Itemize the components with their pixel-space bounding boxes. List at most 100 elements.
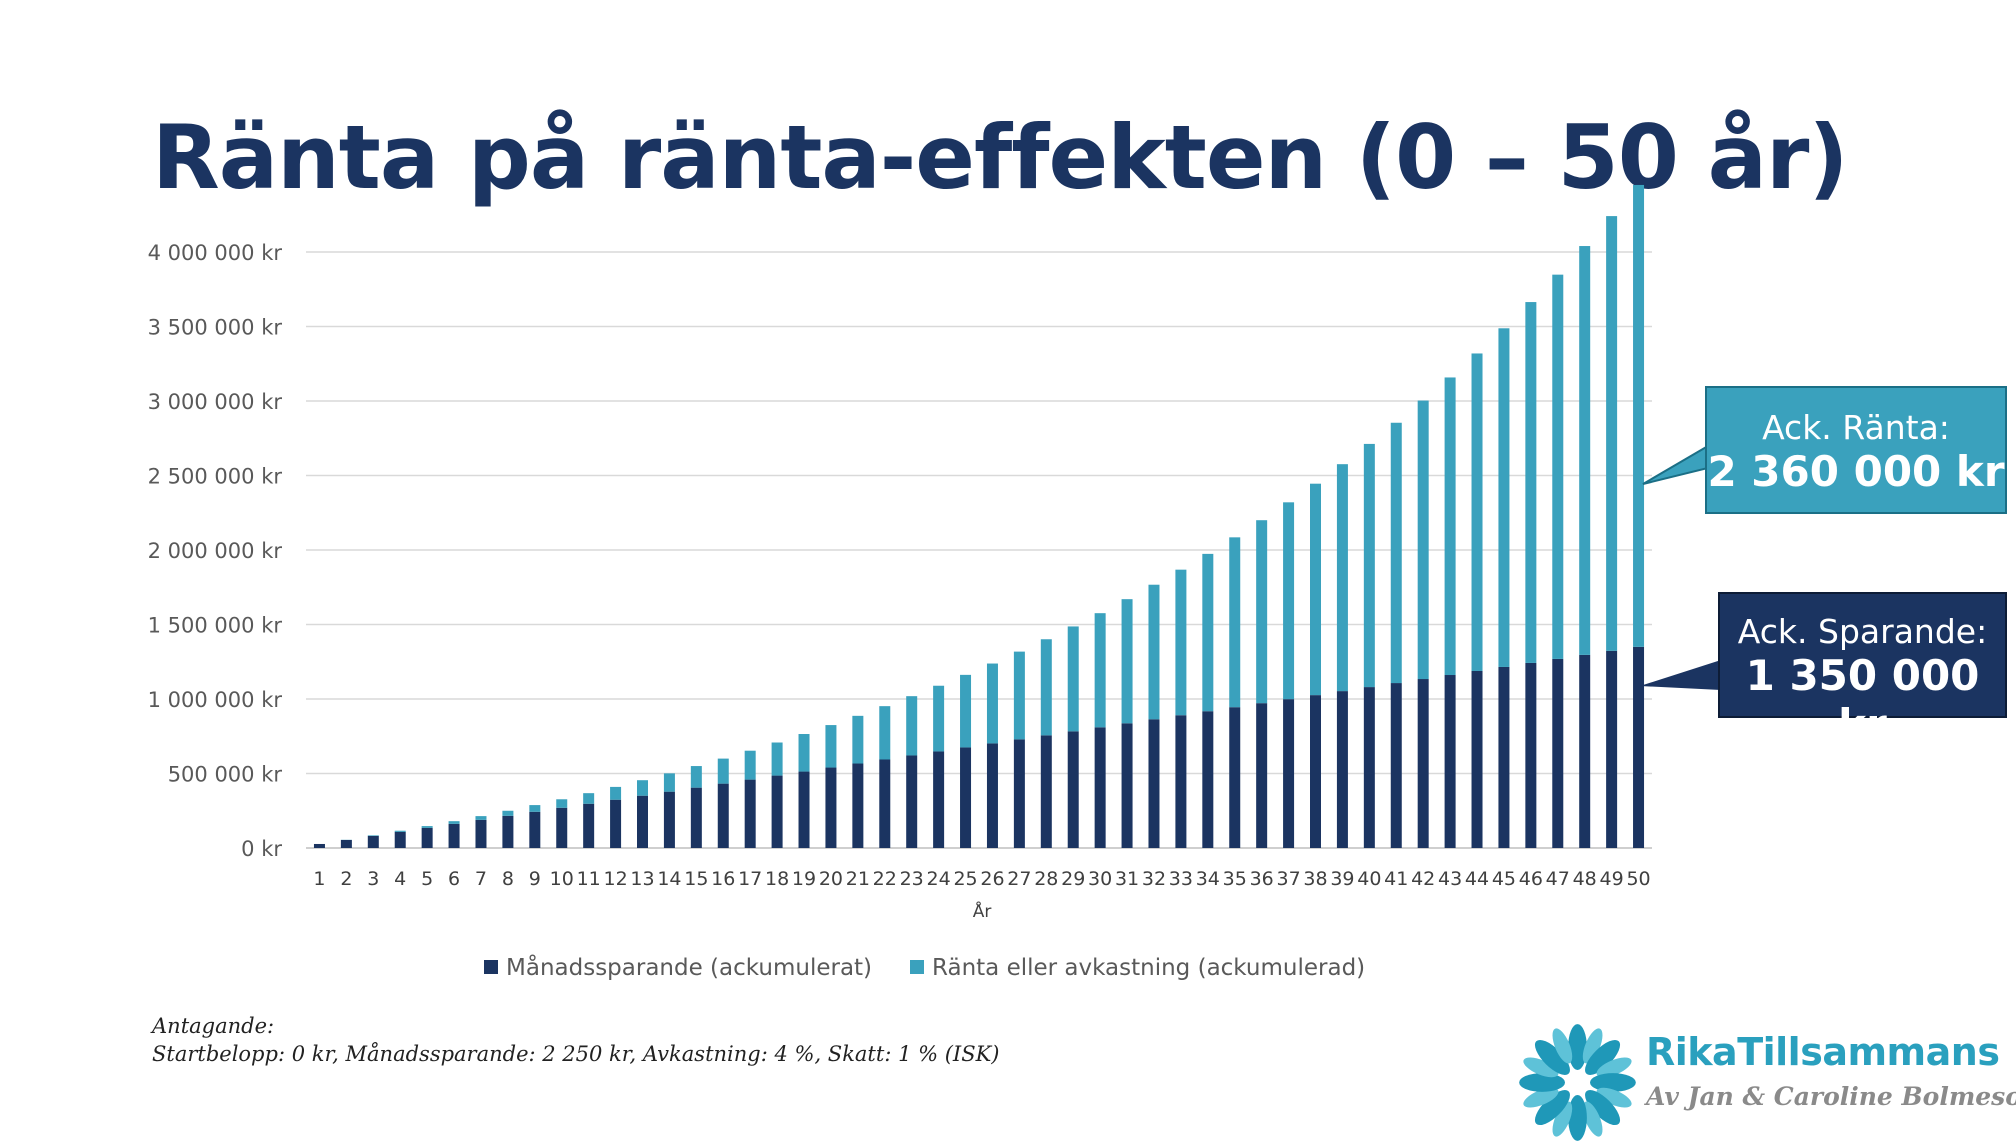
bar-interest (1337, 464, 1348, 691)
bar-interest (395, 831, 406, 832)
assumption-details: Startbelopp: 0 kr, Månadssparande: 2 250… (152, 1042, 1000, 1066)
bar-savings (1122, 723, 1133, 848)
bar-interest (1283, 502, 1294, 699)
x-tick-label: 47 (1546, 868, 1570, 890)
x-tick-label: 42 (1411, 868, 1435, 890)
bar-savings (449, 824, 460, 848)
bar-interest (1498, 328, 1509, 667)
interest-callout-pointer (1643, 446, 1708, 484)
x-tick-label: 23 (900, 868, 924, 890)
bar-savings (1310, 695, 1321, 848)
bar-savings (1014, 739, 1025, 848)
bar-interest (529, 805, 540, 812)
x-tick-label: 43 (1438, 868, 1462, 890)
bar-savings (529, 812, 540, 848)
x-tick-label: 12 (603, 868, 627, 890)
y-tick-label: 1 500 000 kr (148, 614, 283, 638)
bar-interest (1310, 484, 1321, 695)
y-tick-label: 500 000 kr (168, 763, 283, 787)
bar-interest (1202, 554, 1213, 711)
interest-callout: Ack. Ränta: 2 360 000 kr (1705, 386, 2007, 514)
bar-savings (718, 784, 729, 848)
x-tick-label: 5 (421, 868, 433, 890)
bar-savings (664, 792, 675, 848)
bar-savings (1283, 699, 1294, 848)
bar-interest (879, 706, 890, 759)
bar-interest (422, 826, 433, 828)
x-tick-label: 33 (1169, 868, 1193, 890)
bar-interest (1148, 585, 1159, 720)
bar-savings (341, 840, 352, 848)
x-tick-label: 4 (394, 868, 406, 890)
legend-label: Ränta eller avkastning (ackumulerad) (932, 955, 1365, 981)
y-tick-label: 2 500 000 kr (148, 465, 283, 489)
bar-interest (1068, 626, 1079, 731)
x-tick-label: 46 (1519, 868, 1543, 890)
y-tick-label: 0 kr (241, 837, 282, 861)
bar-interest (475, 816, 486, 820)
x-tick-label: 10 (550, 868, 574, 890)
y-tick-label: 4 000 000 kr (148, 241, 283, 265)
bar-interest (691, 766, 702, 788)
legend-label: Månadssparande (ackumulerat) (506, 953, 872, 981)
bar-savings (556, 808, 567, 848)
x-tick-label: 11 (577, 868, 601, 890)
x-tick-label: 16 (711, 868, 735, 890)
bar-interest (368, 835, 379, 836)
logo-petal (1590, 1073, 1636, 1092)
bar-interest (1122, 599, 1133, 723)
bar-savings (1633, 647, 1644, 848)
bar-savings (1175, 715, 1186, 848)
x-tick-label: 9 (529, 868, 541, 890)
y-tick-label: 1 000 000 kr (148, 688, 283, 712)
bar-savings (610, 800, 621, 848)
x-tick-label: 15 (684, 868, 708, 890)
bars (314, 185, 1644, 848)
savings-callout-pointer (1640, 660, 1721, 690)
bar-savings (395, 832, 406, 848)
bar-savings (960, 747, 971, 848)
bar-interest (906, 696, 917, 755)
x-tick-label: 14 (657, 868, 681, 890)
legend-swatch (484, 960, 498, 974)
bar-interest (772, 743, 783, 776)
bar-interest (852, 716, 863, 764)
bar-savings (1337, 691, 1348, 848)
bar-savings (1202, 711, 1213, 848)
x-tick-label: 18 (765, 868, 789, 890)
bar-interest (933, 686, 944, 752)
x-tick-label: 24 (927, 868, 951, 890)
bar-savings (852, 764, 863, 848)
bar-savings (1095, 727, 1106, 848)
x-tick-label: 34 (1196, 868, 1220, 890)
bar-interest (799, 734, 810, 772)
bar-interest (1229, 537, 1240, 707)
bar-interest (1552, 275, 1563, 659)
x-tick-label: 29 (1061, 868, 1085, 890)
x-tick-label: 35 (1223, 868, 1247, 890)
x-tick-label: 32 (1142, 868, 1166, 890)
bar-savings (368, 836, 379, 848)
bar-interest (1014, 652, 1025, 740)
bar-savings (1391, 683, 1402, 848)
bar-savings (637, 796, 648, 848)
legend-swatch (910, 960, 924, 974)
bar-interest (1525, 302, 1536, 663)
savings-callout-value: 1 350 000 kr (1720, 651, 2005, 749)
x-tick-label: 36 (1250, 868, 1274, 890)
bar-savings (1256, 703, 1267, 848)
x-tick-label: 49 (1600, 868, 1624, 890)
x-tick-label: 6 (448, 868, 460, 890)
bar-interest (960, 675, 971, 748)
x-tick-label: 25 (953, 868, 977, 890)
bar-savings (825, 768, 836, 848)
x-tick-label: 40 (1357, 868, 1381, 890)
bar-savings (1606, 651, 1617, 848)
bar-interest (1256, 520, 1267, 703)
bar-savings (1418, 679, 1429, 848)
bar-savings (1552, 659, 1563, 848)
bar-savings (1068, 731, 1079, 848)
bar-interest (1041, 639, 1052, 735)
bar-interest (1579, 246, 1590, 655)
bar-interest (583, 793, 594, 804)
